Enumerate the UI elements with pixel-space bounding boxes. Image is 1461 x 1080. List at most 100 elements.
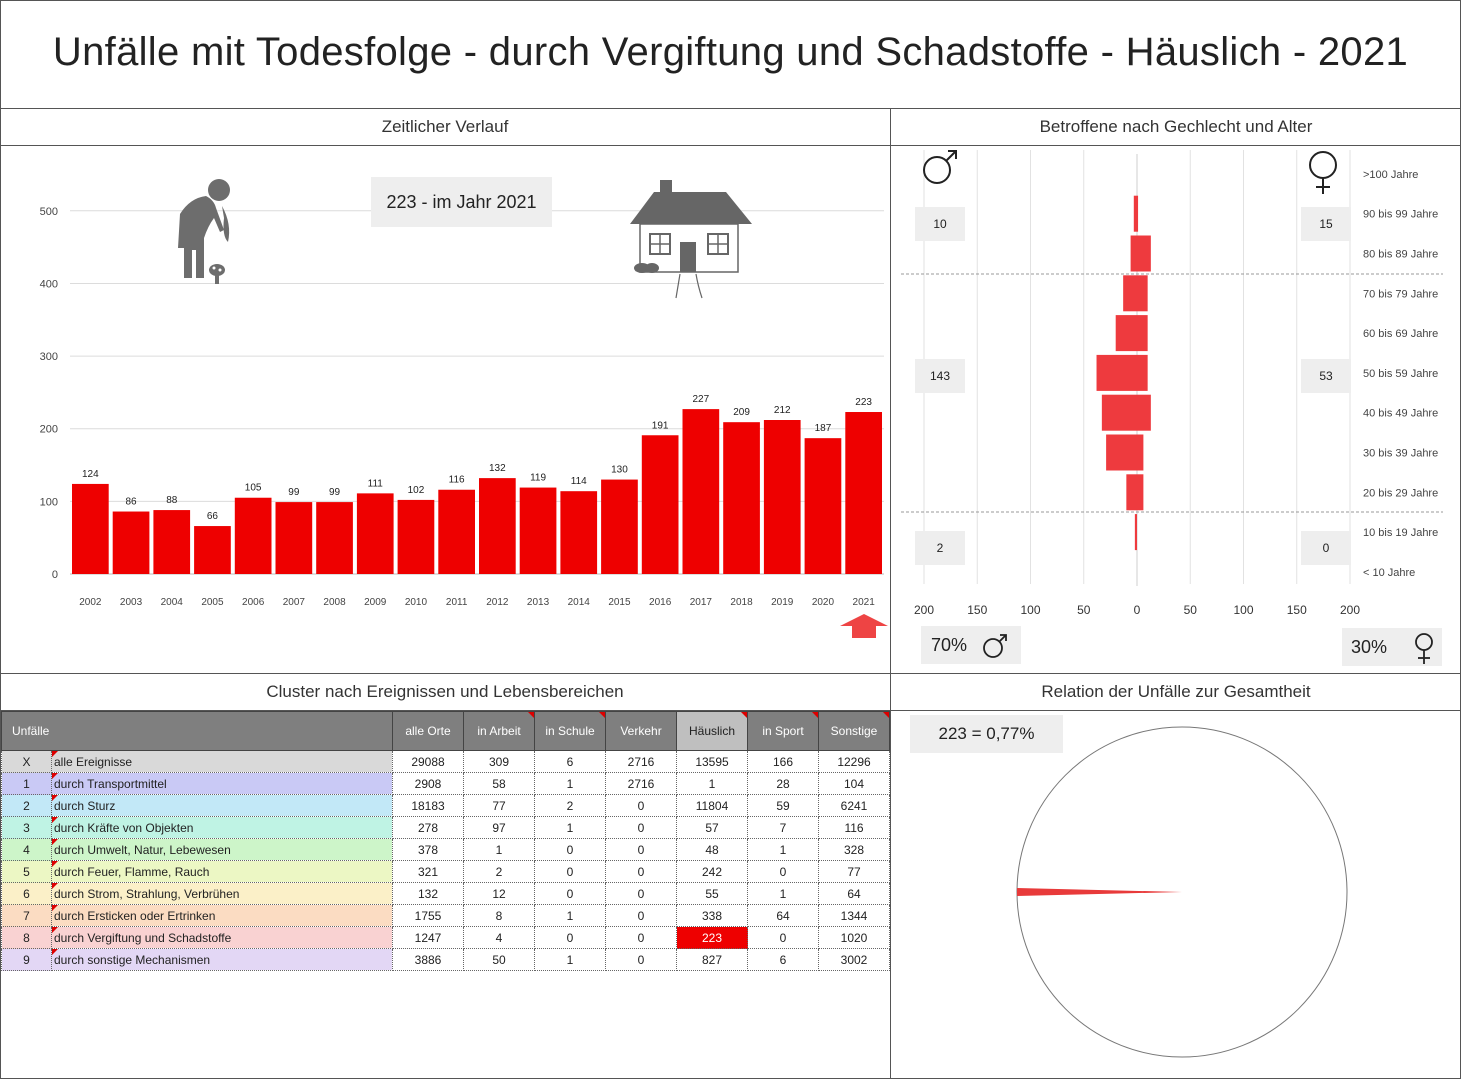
table-cell: 0 bbox=[534, 838, 607, 861]
header-sonstige: Sonstige bbox=[818, 711, 891, 751]
bar bbox=[275, 502, 313, 574]
table-cell: 328 bbox=[818, 838, 891, 861]
male-bar bbox=[1130, 235, 1137, 272]
bar-value-label: 66 bbox=[207, 511, 219, 522]
x-tick-label: 0 bbox=[1134, 603, 1141, 617]
table-cell: 59 bbox=[747, 794, 820, 817]
female-bar bbox=[1137, 354, 1148, 391]
row-label: durch Feuer, Flamme, Rauch bbox=[50, 860, 394, 883]
table-cell: 57 bbox=[676, 816, 749, 839]
x-tick-label: 200 bbox=[914, 603, 934, 617]
bar-value-label: 88 bbox=[166, 495, 178, 506]
header-in-arbeit: in Arbeit bbox=[463, 711, 536, 751]
female-bar bbox=[1137, 474, 1144, 511]
x-tick-label: 2002 bbox=[79, 597, 102, 608]
table-cell: 7 bbox=[747, 816, 820, 839]
bar bbox=[438, 489, 475, 574]
table-cell: 2716 bbox=[605, 772, 678, 795]
table-cell: 104 bbox=[818, 772, 891, 795]
female-total-mid: 53 bbox=[1301, 359, 1351, 393]
x-tick-label: 2006 bbox=[242, 597, 265, 608]
bar bbox=[519, 487, 557, 574]
table-cell: 12 bbox=[463, 882, 536, 905]
divider bbox=[890, 108, 891, 1078]
house-icon bbox=[630, 180, 752, 299]
table-cell: 132 bbox=[392, 882, 465, 905]
table-cell: 1 bbox=[534, 816, 607, 839]
table-cell: 0 bbox=[534, 860, 607, 883]
person-mushroom-icon bbox=[178, 179, 230, 284]
table-cell: 1 bbox=[463, 838, 536, 861]
bar-value-label: 116 bbox=[449, 475, 465, 486]
x-tick-label: 2004 bbox=[161, 597, 184, 608]
bar-value-label: 99 bbox=[329, 487, 341, 498]
bar bbox=[560, 491, 598, 574]
table-cell: 1344 bbox=[818, 904, 891, 927]
x-tick-label: 2003 bbox=[120, 597, 143, 608]
table-cell: 48 bbox=[676, 838, 749, 861]
row-id: 4 bbox=[1, 838, 52, 861]
age-group-label: 20 bis 29 Jahre bbox=[1363, 487, 1438, 499]
bar bbox=[153, 510, 191, 574]
row-id: 8 bbox=[1, 926, 52, 949]
y-tick-label: 0 bbox=[52, 569, 58, 581]
bar-value-label: 130 bbox=[611, 465, 628, 476]
table-cell: 64 bbox=[818, 882, 891, 905]
table-row: 1 durch Transportmittel 2908 58 1 2716 1 28 104 bbox=[1, 772, 891, 795]
x-tick-label: 2009 bbox=[364, 597, 387, 608]
bar-value-label: 102 bbox=[408, 485, 425, 496]
relation-summary-box: 223 = 0,77% bbox=[910, 715, 1063, 753]
table-cell: 29088 bbox=[392, 750, 465, 773]
table-row: 6 durch Strom, Strahlung, Verbrühen 132 12 0… bbox=[1, 882, 891, 905]
bar-value-label: 111 bbox=[368, 478, 384, 489]
bar-value-label: 209 bbox=[733, 407, 750, 418]
table-cell: 6 bbox=[534, 750, 607, 773]
bar-value-label: 99 bbox=[288, 487, 300, 498]
x-tick-label: 2014 bbox=[568, 597, 591, 608]
table-cell: 223 bbox=[676, 926, 749, 949]
x-tick-label: 2010 bbox=[405, 597, 428, 608]
table-cell: 0 bbox=[534, 882, 607, 905]
table-cell: 18183 bbox=[392, 794, 465, 817]
row-label: durch Strom, Strahlung, Verbrühen bbox=[50, 882, 394, 905]
bar bbox=[397, 499, 435, 574]
bar-value-label: 223 bbox=[855, 397, 872, 408]
bar-value-label: 212 bbox=[774, 405, 791, 416]
female-total-old: 15 bbox=[1301, 207, 1351, 241]
gender-age-pyramid: >100 Jahre 90 bis 99 Jahre 80 bis 89 Jahre… bbox=[901, 150, 1443, 617]
table-cell: 2 bbox=[534, 794, 607, 817]
row-id: X bbox=[1, 750, 52, 773]
male-bar bbox=[1134, 514, 1137, 551]
age-group-label: 40 bis 49 Jahre bbox=[1363, 408, 1438, 420]
male-symbol-icon bbox=[983, 634, 1007, 658]
x-tick-label: 200 bbox=[1340, 603, 1360, 617]
bar-value-label: 191 bbox=[652, 420, 669, 431]
table-cell: 309 bbox=[463, 750, 536, 773]
age-group-label: 10 bis 19 Jahre bbox=[1363, 527, 1438, 539]
female-bar bbox=[1137, 434, 1144, 471]
age-group-label: 30 bis 39 Jahre bbox=[1363, 448, 1438, 460]
x-tick-label: 50 bbox=[1077, 603, 1091, 617]
bar-value-label: 132 bbox=[489, 463, 506, 474]
pie-slice-highlight bbox=[1017, 888, 1182, 896]
male-share-box: 70% bbox=[921, 626, 1021, 664]
row-label: durch sonstige Mechanismen bbox=[50, 948, 394, 971]
table-cell: 1020 bbox=[818, 926, 891, 949]
table-cell: 827 bbox=[676, 948, 749, 971]
bar bbox=[845, 412, 882, 574]
table-cell: 1755 bbox=[392, 904, 465, 927]
table-cell: 1247 bbox=[392, 926, 465, 949]
x-tick-label: 2020 bbox=[812, 597, 835, 608]
table-cell: 58 bbox=[463, 772, 536, 795]
bar bbox=[763, 420, 801, 574]
female-share-value: 30% bbox=[1351, 637, 1388, 657]
table-cell: 0 bbox=[605, 904, 678, 927]
female-bar bbox=[1137, 275, 1148, 312]
bar bbox=[601, 479, 638, 574]
divider bbox=[0, 145, 1461, 146]
male-bar bbox=[1133, 195, 1137, 232]
male-bar bbox=[1096, 354, 1137, 391]
table-cell: 0 bbox=[747, 860, 820, 883]
table-row: 2 durch Sturz 18183 77 2 0 11804 59 6241 bbox=[1, 794, 891, 817]
table-row: 3 durch Kräfte von Objekten 278 97 1 0 57 7 116 bbox=[1, 816, 891, 839]
